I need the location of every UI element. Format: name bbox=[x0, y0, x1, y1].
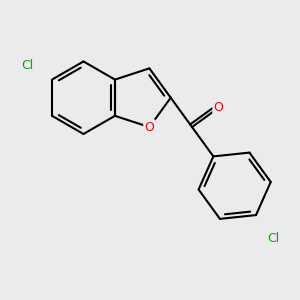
Text: Cl: Cl bbox=[267, 232, 279, 245]
Text: Cl: Cl bbox=[21, 58, 33, 72]
Text: O: O bbox=[214, 101, 224, 114]
Text: O: O bbox=[145, 121, 154, 134]
